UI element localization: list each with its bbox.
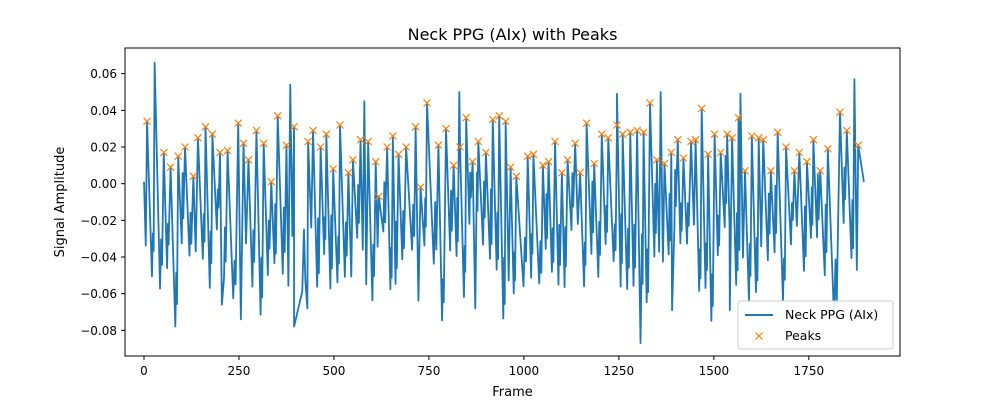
x-tick-label: 1000 (509, 364, 540, 378)
y-tick-label: 0.02 (90, 141, 117, 155)
x-tick-label: 750 (417, 364, 440, 378)
legend-label-peaks: Peaks (785, 328, 821, 343)
y-tick-label: −0.02 (80, 214, 117, 228)
y-tick-label: 0.00 (90, 177, 117, 191)
x-tick-label: 1750 (794, 364, 825, 378)
x-axis-label: Frame (492, 385, 533, 400)
y-tick-label: −0.06 (80, 287, 117, 301)
y-tick-label: −0.08 (80, 324, 117, 338)
y-axis-label: Signal Amplitude (53, 147, 68, 258)
y-tick-label: 0.06 (90, 67, 117, 81)
x-tick-label: 250 (228, 364, 251, 378)
chart-title: Neck PPG (AIx) with Peaks (408, 25, 618, 44)
legend: Neck PPG (AIx) Peaks (738, 301, 893, 349)
x-tick-label: 1500 (699, 364, 730, 378)
x-tick-label: 1250 (604, 364, 635, 378)
x-tick-label: 0 (140, 364, 148, 378)
x-tick-label: 500 (322, 364, 345, 378)
legend-label-signal: Neck PPG (AIx) (785, 307, 878, 322)
y-tick-label: 0.04 (90, 104, 117, 118)
y-tick-label: −0.04 (80, 251, 117, 265)
